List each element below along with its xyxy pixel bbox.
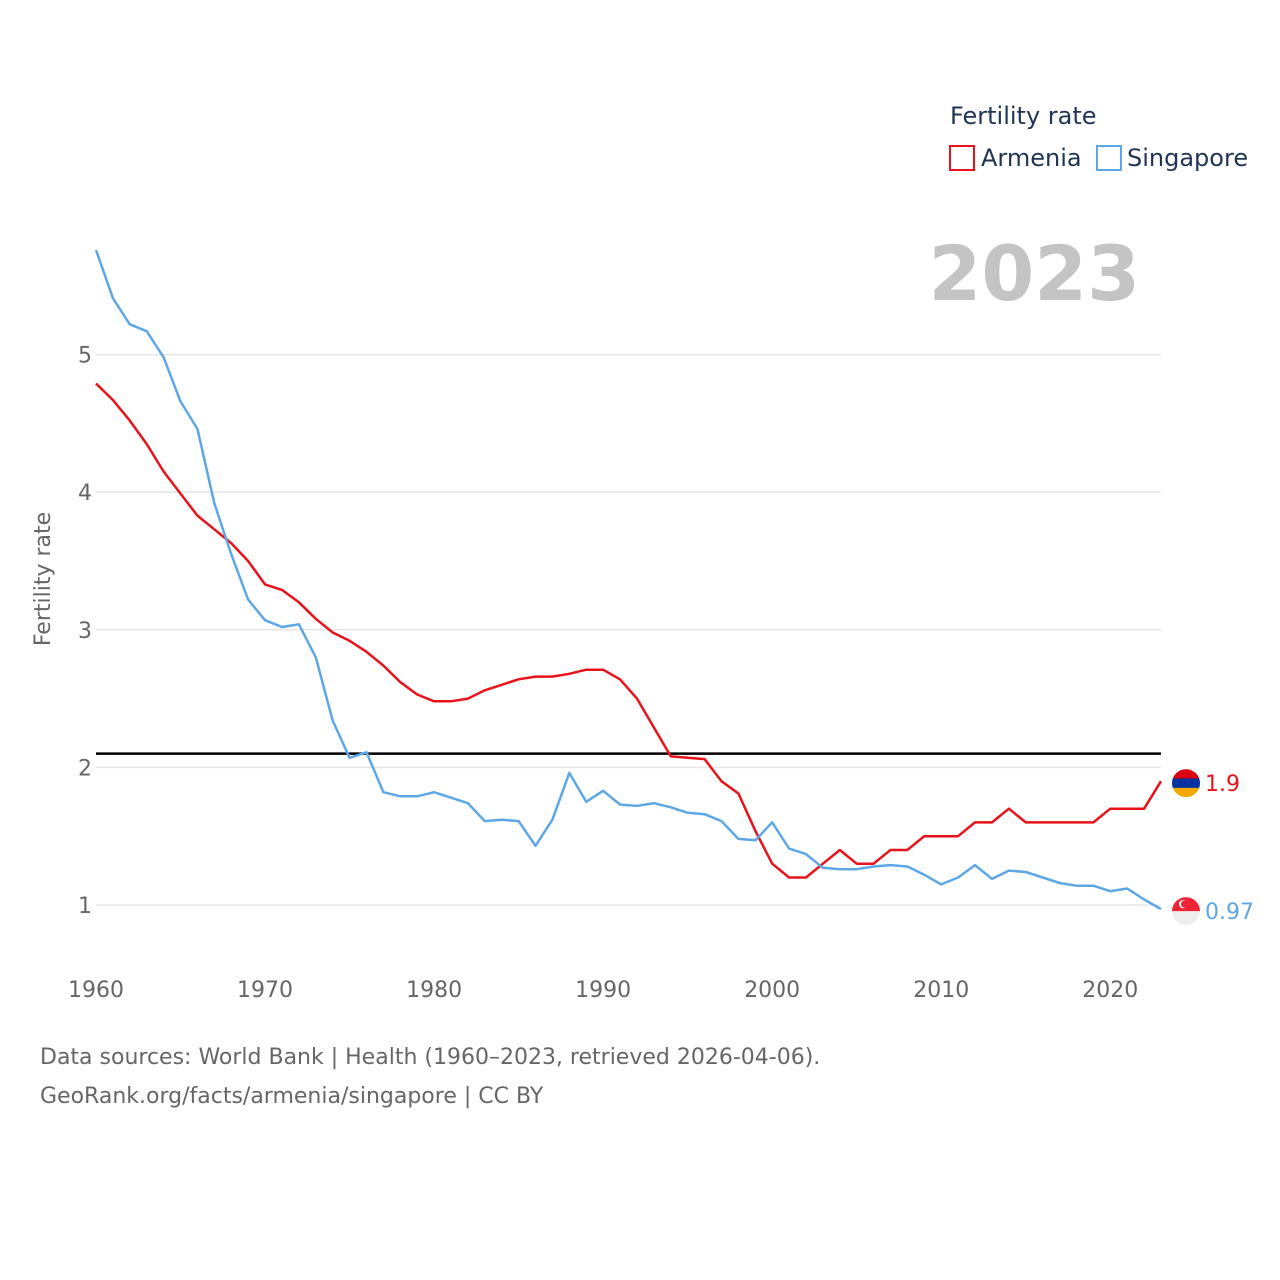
source-line-2[interactable]: GeoRank.org/facts/armenia/singapore | CC… — [40, 1084, 544, 1109]
y-axis-ticks: 1 2 3 4 5 — [78, 344, 92, 919]
legend: Fertility rate Armenia Singapore — [949, 102, 1248, 172]
y-tick-3: 3 — [78, 619, 92, 644]
year-watermark: 2023 — [928, 229, 1140, 318]
x-tick-1970: 1970 — [237, 978, 293, 1003]
x-tick-1980: 1980 — [406, 978, 462, 1003]
flag-armenia-icon — [1172, 769, 1200, 798]
x-axis-ticks: 1960 1970 1980 1990 2000 2010 2020 — [68, 978, 1138, 1003]
end-label-singapore: 0.97 — [1205, 900, 1254, 925]
y-tick-4: 4 — [78, 481, 92, 506]
legend-label-armenia[interactable]: Armenia — [981, 144, 1082, 172]
x-tick-2000: 2000 — [744, 978, 800, 1003]
legend-title: Fertility rate — [950, 102, 1097, 130]
series-line-singapore — [94, 249, 1162, 911]
y-tick-2: 2 — [78, 756, 92, 781]
flag-singapore-icon — [1172, 897, 1200, 926]
x-tick-2020: 2020 — [1082, 978, 1138, 1003]
legend-swatch-armenia[interactable] — [949, 145, 975, 171]
legend-swatch-singapore[interactable] — [1096, 145, 1122, 171]
y-tick-5: 5 — [78, 344, 92, 369]
source-line-1: Data sources: World Bank | Health (1960–… — [40, 1045, 821, 1070]
series-lines — [94, 249, 1163, 911]
x-tick-1990: 1990 — [575, 978, 631, 1003]
legend-label-singapore[interactable]: Singapore — [1127, 144, 1248, 172]
series-line-armenia — [95, 382, 1163, 879]
y-axis-title: Fertility rate — [31, 512, 56, 646]
x-tick-1960: 1960 — [68, 978, 124, 1003]
gridlines — [96, 353, 1161, 906]
end-markers: 1.9 0.97 — [1172, 769, 1254, 926]
end-label-armenia: 1.9 — [1205, 772, 1240, 797]
x-tick-2010: 2010 — [913, 978, 969, 1003]
y-tick-1: 1 — [78, 894, 92, 919]
